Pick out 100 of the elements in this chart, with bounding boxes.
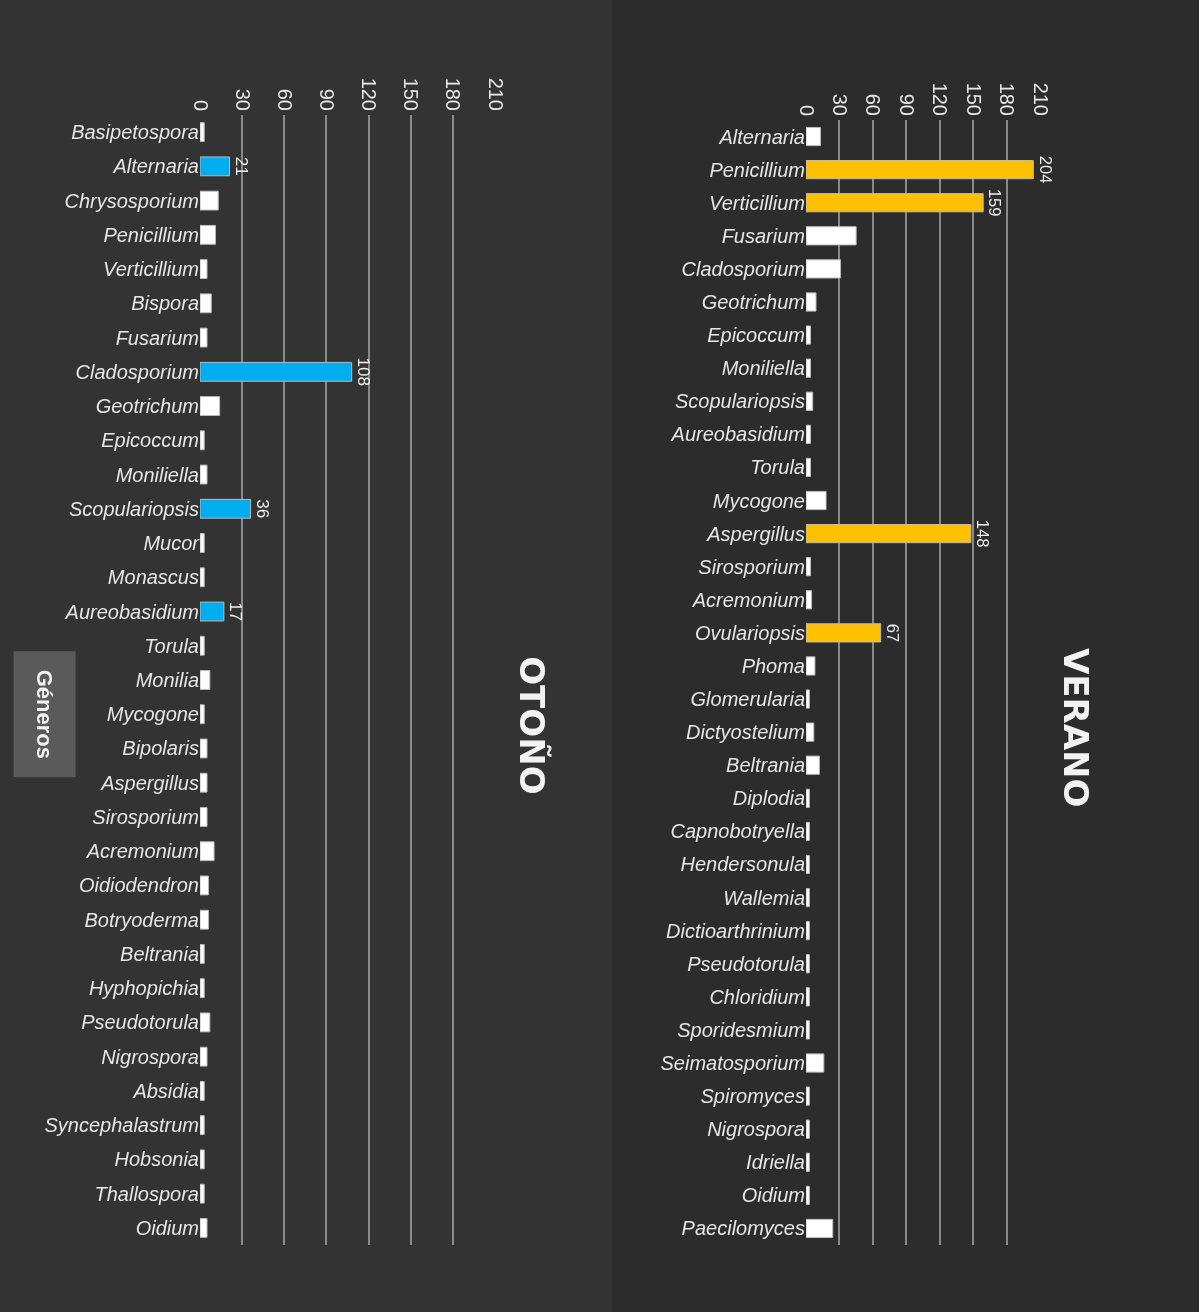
y-tick-label: Chloridium bbox=[709, 985, 805, 1008]
bar bbox=[806, 457, 811, 478]
bar bbox=[806, 391, 814, 411]
y-tick-label: Fusarium bbox=[115, 326, 199, 349]
bar bbox=[806, 1218, 834, 1239]
bar bbox=[200, 464, 208, 485]
y-tick-label: Seimatosporium bbox=[660, 1052, 805, 1075]
bar bbox=[806, 921, 810, 941]
y-tick-label: Thallospora bbox=[94, 1182, 199, 1205]
y-tick-label: Monilia bbox=[135, 669, 199, 691]
bar bbox=[806, 722, 815, 742]
bar bbox=[200, 772, 208, 793]
bar bbox=[200, 567, 205, 588]
x-tick-label: 180 bbox=[996, 82, 1019, 116]
y-tick-label: Hobsonia bbox=[114, 1148, 199, 1171]
y-tick-label: Scopulariopsis bbox=[674, 390, 805, 413]
x-tick-label: 90 bbox=[315, 88, 338, 111]
y-tick-label: Wallemia bbox=[723, 886, 805, 909]
bar bbox=[806, 226, 857, 246]
bar bbox=[200, 122, 205, 143]
data-label: 36 bbox=[252, 499, 272, 519]
x-tick-label: 150 bbox=[400, 77, 423, 111]
y-tick-label: Penicillium bbox=[709, 158, 805, 181]
bar bbox=[200, 498, 252, 519]
x-tick-label: 180 bbox=[442, 77, 465, 111]
y-tick-label: Verticillium bbox=[709, 191, 805, 214]
y-tick-label: Pseudotorula bbox=[81, 1011, 199, 1034]
y-tick-label: Dictyostelium bbox=[686, 721, 805, 744]
bar bbox=[200, 601, 225, 622]
bar bbox=[200, 1115, 205, 1136]
bar bbox=[806, 755, 820, 775]
bar bbox=[806, 623, 882, 643]
bar bbox=[200, 156, 230, 177]
bar bbox=[200, 1012, 211, 1033]
y-tick-label: Acremonium bbox=[85, 840, 199, 863]
y-tick-label: Alternaria bbox=[112, 155, 199, 178]
y-tick-label: Penicillium bbox=[103, 223, 199, 246]
bar bbox=[200, 1217, 208, 1238]
y-tick-label: Geotrichum bbox=[95, 395, 199, 418]
y-tick-label: Cladosporium bbox=[75, 360, 199, 383]
data-label: 159 bbox=[985, 188, 1005, 217]
bar bbox=[806, 887, 810, 908]
y-tick-label: Epicoccum bbox=[101, 429, 199, 452]
text: VERANO bbox=[1056, 648, 1096, 808]
y-tick-label: Capnobotryella bbox=[670, 820, 805, 843]
y-tick-label: Nigrospora bbox=[707, 1118, 805, 1141]
data-label: 67 bbox=[882, 623, 902, 643]
bar bbox=[806, 1152, 810, 1172]
bar bbox=[200, 670, 211, 690]
x-tick-label: 120 bbox=[929, 82, 952, 116]
bar bbox=[806, 656, 816, 676]
y-tick-label: Fusarium bbox=[721, 224, 805, 247]
y-tick-label: Mycogone bbox=[106, 703, 199, 726]
y-tick-label: Bipolaris bbox=[122, 737, 199, 760]
y-tick-label: Syncephalastrum bbox=[44, 1114, 199, 1137]
data-label: 17 bbox=[226, 602, 246, 622]
bar bbox=[806, 1086, 810, 1106]
bar bbox=[806, 954, 810, 974]
bar bbox=[806, 490, 827, 511]
bar bbox=[200, 1046, 208, 1067]
bar bbox=[200, 807, 208, 827]
y-tick-label: Absidia bbox=[132, 1079, 199, 1102]
x-tick-label: 60 bbox=[273, 88, 296, 111]
y-tick-label: Aspergillus bbox=[706, 522, 805, 545]
x-tick-label: 60 bbox=[862, 93, 885, 116]
bar bbox=[200, 293, 212, 314]
text: OTOÑO bbox=[512, 656, 553, 795]
y-tick-label: Sirosporium bbox=[92, 805, 199, 828]
y-tick-label: Moniliella bbox=[721, 357, 805, 380]
bar bbox=[200, 396, 221, 416]
y-tick-label: Monascus bbox=[107, 566, 199, 589]
bar bbox=[806, 1020, 810, 1040]
bar bbox=[200, 190, 219, 211]
bar bbox=[806, 325, 811, 345]
bar bbox=[806, 689, 810, 709]
y-tick-label: Diplodia bbox=[732, 787, 805, 810]
y-tick-label: Bispora bbox=[131, 292, 199, 315]
x-tick-label: 30 bbox=[828, 93, 851, 116]
bar bbox=[200, 327, 208, 348]
bar bbox=[806, 854, 810, 875]
y-tick-label: Alternaria bbox=[718, 125, 805, 148]
y-tick-label: Aspergillus bbox=[100, 771, 199, 794]
y-tick-label: Epicoccum bbox=[707, 324, 805, 347]
data-label: 204 bbox=[1035, 155, 1055, 184]
bar bbox=[200, 704, 205, 725]
bar bbox=[200, 738, 208, 759]
bar bbox=[200, 533, 205, 553]
y-tick-label: Ovulariopsis bbox=[694, 621, 805, 644]
bar bbox=[806, 590, 813, 610]
x-tick-label: 120 bbox=[358, 77, 381, 111]
bar bbox=[200, 875, 209, 896]
x-tick-label: 0 bbox=[795, 104, 818, 116]
bar bbox=[806, 821, 810, 841]
y-tick-label: Scopulariopsis bbox=[68, 497, 199, 520]
y-tick-label: Basipetospora bbox=[71, 121, 199, 144]
y-tick-label: Acremonium bbox=[691, 588, 805, 611]
y-tick-label: Idriella bbox=[746, 1151, 805, 1174]
y-tick-label: Paecilomyces bbox=[681, 1217, 805, 1240]
y-tick-label: Mycogone bbox=[712, 489, 805, 512]
y-tick-label: Botryoderma bbox=[84, 908, 199, 931]
